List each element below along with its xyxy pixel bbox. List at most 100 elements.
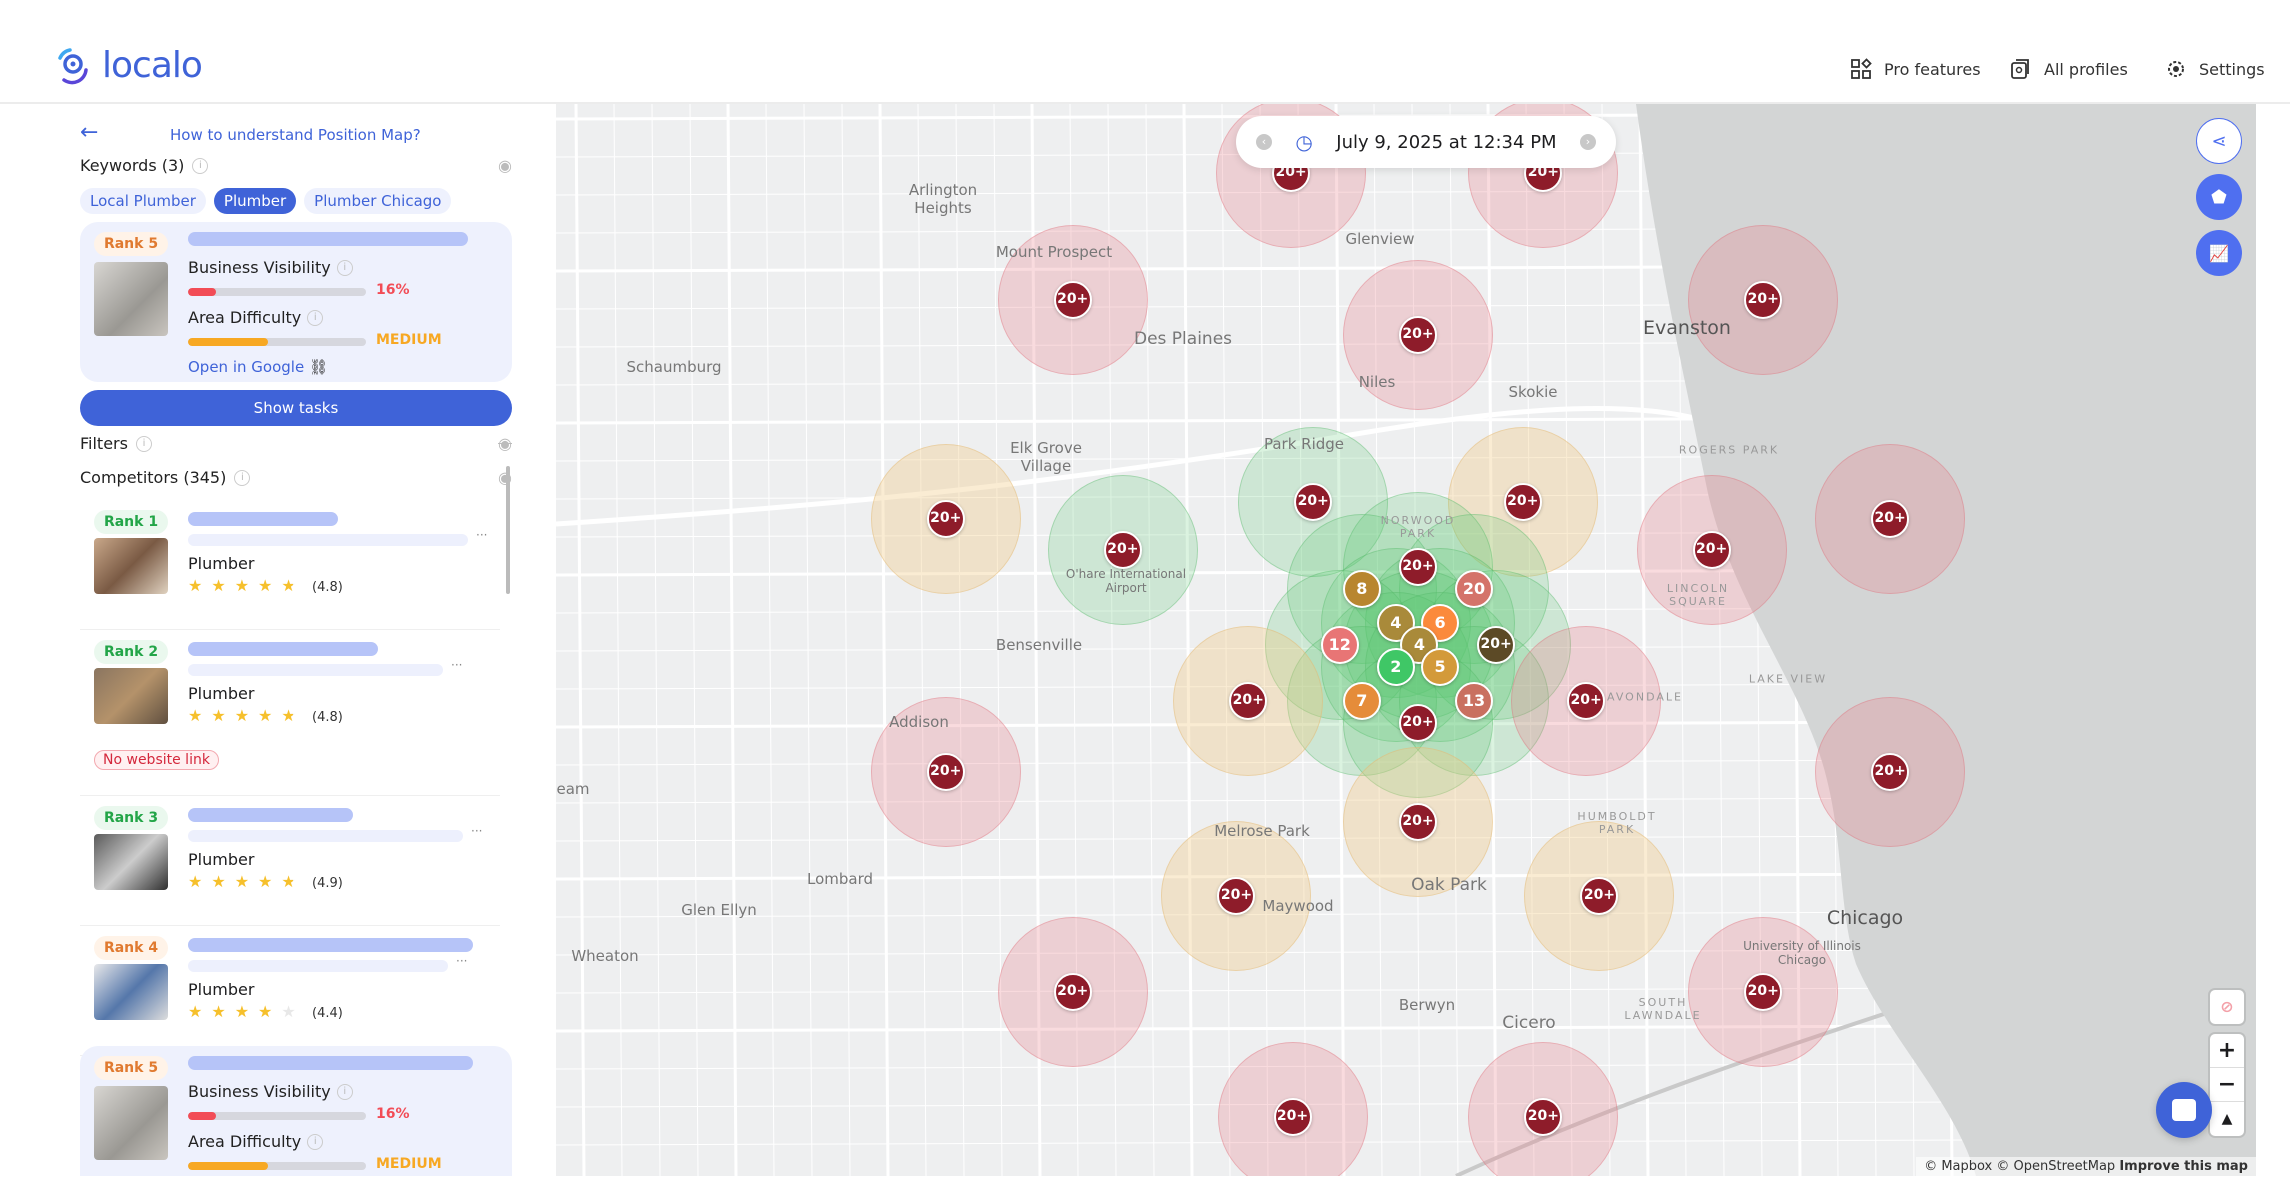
star-rating: ★★★★★	[188, 706, 305, 725]
rank-pin[interactable]: 20+	[1503, 482, 1542, 521]
nav-settings[interactable]: Settings	[2165, 58, 2265, 80]
difficulty-label-row: Area Difficulty i	[188, 1132, 324, 1151]
logo[interactable]: localo	[52, 44, 203, 86]
rank-pin[interactable]: 20+	[1294, 482, 1333, 521]
competitor-row[interactable]: Rank 2 ··· Plumber ★★★★★ (4.8) No websit…	[80, 630, 500, 796]
rank-pin[interactable]: 4	[1376, 603, 1415, 642]
business-photo	[94, 262, 168, 336]
competitor-row[interactable]: Rank 1 ··· Plumber ★★★★★ (4.8)	[80, 500, 500, 630]
info-icon[interactable]: i	[307, 309, 324, 326]
rank-pin[interactable]: 20+	[1692, 531, 1731, 570]
rank-pin[interactable]: 20+	[1398, 802, 1437, 841]
rank-pin[interactable]: 8	[1342, 569, 1381, 608]
rank-pin[interactable]: 20+	[1744, 972, 1783, 1011]
scan-date[interactable]: July 9, 2025 at 12:34 PM	[1336, 131, 1557, 153]
compass-button[interactable]: ⊘	[2210, 990, 2244, 1024]
prev-date-button[interactable]: ‹	[1256, 134, 1272, 150]
competitor-photo	[94, 538, 168, 594]
rank-pin[interactable]: 7	[1342, 681, 1381, 720]
improve-map-link[interactable]: Improve this map	[2119, 1159, 2248, 1174]
rank-pin[interactable]: 20+	[1580, 876, 1619, 915]
open-in-google-link[interactable]: Open in Google ⛓	[188, 358, 328, 376]
rank-pin[interactable]: 20+	[1744, 280, 1783, 319]
rank-pin[interactable]: 20+	[1871, 500, 1910, 539]
star-rating: ★★★★★	[188, 872, 305, 891]
rank-pin[interactable]: 20+	[1871, 752, 1910, 791]
rank-pin[interactable]: 5	[1421, 647, 1460, 686]
help-link[interactable]: How to understand Position Map?	[170, 126, 421, 144]
info-icon[interactable]: i	[234, 469, 251, 486]
rank-pin[interactable]: 20+	[1053, 280, 1092, 319]
rank-pin[interactable]: 20+	[1229, 681, 1268, 720]
rank-pin[interactable]: 20+	[1477, 625, 1516, 664]
share-button[interactable]: ⋖	[2196, 118, 2242, 164]
back-arrow-icon[interactable]: ←	[80, 120, 99, 145]
rank-pin[interactable]: 2	[1376, 647, 1415, 686]
keyword-chip[interactable]: Plumber	[213, 188, 297, 214]
rank-pin[interactable]: 20+	[926, 500, 965, 539]
rank-pin[interactable]: 13	[1455, 681, 1494, 720]
competitor-address-placeholder	[188, 664, 443, 676]
keyword-chip[interactable]: Local Plumber	[80, 188, 206, 214]
next-date-button[interactable]: ›	[1579, 134, 1596, 150]
show-tasks-button[interactable]: Show tasks	[80, 390, 512, 426]
place-label: LAKE VIEW	[1748, 672, 1828, 686]
scrollbar[interactable]	[506, 466, 510, 594]
rank-pin[interactable]: 20+	[1273, 1097, 1312, 1136]
chat-icon	[2172, 1099, 2196, 1121]
more-icon[interactable]: ···	[451, 658, 463, 672]
attribution-text[interactable]: © Mapbox © OpenStreetMap	[1924, 1159, 2116, 1174]
street	[574, 104, 586, 1176]
info-icon[interactable]: i	[135, 435, 152, 452]
info-icon[interactable]: i	[192, 157, 209, 174]
eye-off-icon[interactable]: ◉	[498, 434, 512, 453]
place-label: SOUTH LAWNDALE	[1624, 996, 1702, 1022]
visibility-label-row: Business Visibility i	[188, 258, 353, 277]
rank-pin[interactable]: 20+	[1567, 681, 1606, 720]
rank-pin[interactable]: 20+	[1398, 547, 1437, 586]
place-label: Chicago	[1826, 907, 1904, 929]
keyword-chip[interactable]: Plumber Chicago	[304, 188, 452, 214]
rank-pin[interactable]: 20+	[1524, 1097, 1563, 1136]
info-icon[interactable]: i	[307, 1133, 324, 1150]
rank-pin[interactable]: 20+	[926, 752, 965, 791]
eye-icon[interactable]: ◉	[498, 156, 512, 175]
chat-button[interactable]	[2156, 1082, 2212, 1138]
line-chart-icon: 📈	[2209, 243, 2229, 263]
share-icon: ⋖	[2211, 130, 2227, 152]
chart-button[interactable]: 📈	[2196, 230, 2242, 276]
rank-pin[interactable]: 6	[1421, 603, 1460, 642]
more-icon[interactable]: ···	[456, 954, 468, 968]
difficulty-bar	[188, 338, 366, 346]
zoom-out-button[interactable]: −	[2210, 1068, 2244, 1102]
info-icon[interactable]: i	[336, 259, 353, 276]
nav-pro-features[interactable]: Pro features	[1850, 58, 1981, 80]
nav-all-profiles[interactable]: All profiles	[2010, 58, 2128, 80]
zoom-in-button[interactable]: +	[2210, 1034, 2244, 1068]
zoom-controls: + − ▲	[2210, 1034, 2244, 1136]
rank-pin[interactable]: 12	[1320, 625, 1359, 664]
visibility-fill	[188, 288, 217, 296]
position-map[interactable]: Arlington Heights Mount Prospect Glenview D…	[556, 104, 2256, 1176]
rank-pin[interactable]: 20+	[1398, 315, 1437, 354]
info-icon[interactable]: i	[336, 1083, 353, 1100]
nav-label: Pro features	[1884, 59, 1981, 79]
rank-pin[interactable]: 20+	[1103, 531, 1142, 570]
place-label: Melrose Park	[1214, 822, 1310, 840]
more-icon[interactable]: ···	[476, 528, 488, 542]
rank-pin[interactable]: 20+	[1217, 876, 1256, 915]
competitor-row[interactable]: Rank 3 ··· Plumber ★★★★★ (4.9)	[80, 796, 500, 926]
place-label: Oak Park	[1411, 875, 1487, 895]
more-icon[interactable]: ···	[471, 824, 483, 838]
rank-pin[interactable]: 20	[1455, 569, 1494, 608]
rank-pin[interactable]: 20+	[1398, 703, 1437, 742]
competitor-row[interactable]: Rank 4 ··· Plumber ★★★★★ (4.4)	[80, 926, 500, 1056]
divider	[80, 925, 500, 926]
competitor-photo	[94, 668, 168, 724]
radar-button[interactable]: ⬟	[2196, 174, 2242, 220]
rank-pin[interactable]: 20+	[1053, 972, 1092, 1011]
difficulty-label-row: Area Difficulty i	[188, 308, 324, 327]
place-label: NORWOOD PARK	[1380, 514, 1456, 540]
rank-pin[interactable]: 4	[1400, 625, 1439, 664]
north-button[interactable]: ▲	[2221, 1111, 2233, 1127]
